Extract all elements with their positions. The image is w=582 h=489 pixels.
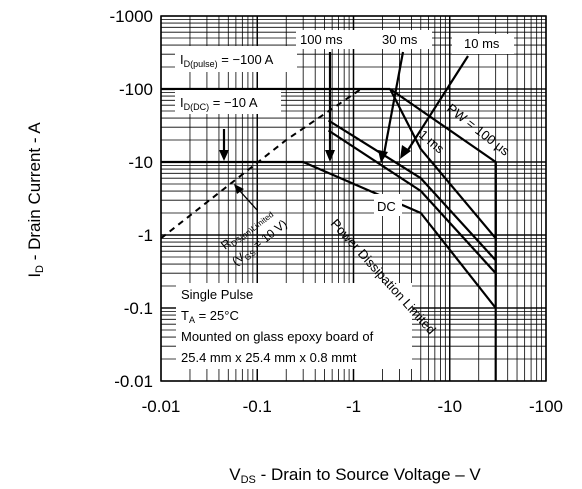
y-tick-label: -0.01 <box>114 372 153 391</box>
y-tick-label: -10 <box>128 153 153 172</box>
arrow-100ms-head <box>325 150 335 162</box>
x-tick-label: -1 <box>346 397 361 416</box>
label-100ms: 100 ms <box>300 32 343 47</box>
series-line <box>327 119 497 262</box>
x-axis-title: VDS - Drain to Source Voltage – V <box>229 465 481 486</box>
label-10ms: 10 ms <box>464 36 500 51</box>
id-pulse-label-bg <box>175 46 297 72</box>
series-line <box>389 88 497 240</box>
id-dc-label: ID(DC) = −10 A <box>180 95 258 112</box>
label-30ms: 30 ms <box>382 32 418 47</box>
y-tick-label: -100 <box>119 80 153 99</box>
series-lines <box>302 88 497 309</box>
arrow-id-dc-head <box>219 150 229 161</box>
dc-label-bg <box>374 194 402 216</box>
x-tick-label: -0.1 <box>243 397 272 416</box>
limit-line <box>160 88 362 240</box>
arrow-rds-head <box>234 184 244 194</box>
y-tick-label: -1 <box>138 226 153 245</box>
label-10ms-bg <box>452 34 514 54</box>
y-axis-title: ID - Drain Current - A <box>25 122 46 278</box>
x-tick-label: -0.01 <box>142 397 181 416</box>
annotation-arrows <box>219 51 469 211</box>
y-tick-label: -0.1 <box>124 299 153 318</box>
label-dc: DC <box>377 199 396 214</box>
id-pulse-label: ID(pulse) = −100 A <box>180 52 274 69</box>
board-line-1: Mounted on glass epoxy board of <box>181 329 374 344</box>
arrow-10ms <box>407 55 469 151</box>
arrow-30ms-head <box>378 150 388 163</box>
x-tick-label: -10 <box>437 397 462 416</box>
arrow-rds <box>238 189 258 211</box>
arrow-30ms <box>382 51 405 155</box>
conditions-box-bg <box>176 283 412 369</box>
series-line <box>327 129 497 274</box>
y-tick-label: -1000 <box>110 7 153 26</box>
x-tick-label: -100 <box>529 397 563 416</box>
arrow-10ms-head <box>400 145 411 159</box>
series-line <box>389 88 497 286</box>
single-pulse-label: Single Pulse <box>181 287 253 302</box>
tick-labels: -0.01 -0.1 -1 -10 -100 -1000 -100 -10 -1 -0.1 -0.0… <box>110 7 564 416</box>
plot-frame <box>160 15 547 382</box>
ambient-temp-label: TA = 25°C <box>181 308 239 325</box>
board-line-2: 25.4 mm x 25.4 mm x 0.8 mmt <box>181 350 357 365</box>
id-dc-label-bg <box>175 90 281 114</box>
series-line <box>302 160 497 309</box>
pulse-labels-bg <box>296 30 432 49</box>
